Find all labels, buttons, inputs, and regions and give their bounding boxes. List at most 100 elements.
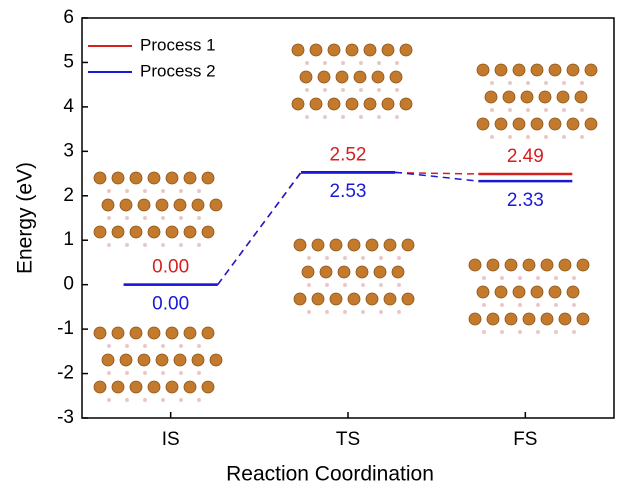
atom bbox=[311, 292, 325, 306]
small-atom bbox=[325, 283, 329, 287]
small-atom bbox=[572, 330, 576, 334]
atom bbox=[93, 380, 107, 394]
small-atom bbox=[395, 88, 399, 92]
atom bbox=[530, 285, 544, 299]
atom bbox=[165, 171, 179, 185]
atom bbox=[137, 198, 151, 212]
atom bbox=[147, 171, 161, 185]
atom bbox=[530, 117, 544, 131]
small-atom bbox=[526, 108, 530, 112]
small-atom bbox=[197, 189, 201, 193]
atom bbox=[540, 312, 554, 326]
connector bbox=[217, 171, 302, 286]
small-atom bbox=[343, 310, 347, 314]
y-axis-label: Energy (eV) bbox=[14, 162, 37, 274]
y-tick-label: 0 bbox=[63, 274, 74, 295]
y-tick-label: 4 bbox=[63, 96, 74, 117]
atom bbox=[327, 97, 341, 111]
value-label: 0.00 bbox=[152, 257, 189, 278]
atom bbox=[155, 198, 169, 212]
atom bbox=[345, 43, 359, 57]
atom bbox=[183, 171, 197, 185]
connector bbox=[394, 171, 479, 175]
small-atom bbox=[562, 135, 566, 139]
atom bbox=[329, 292, 343, 306]
atom bbox=[129, 225, 143, 239]
small-atom bbox=[197, 243, 201, 247]
small-atom bbox=[341, 61, 345, 65]
small-atom bbox=[361, 283, 365, 287]
atom bbox=[111, 326, 125, 340]
small-atom bbox=[377, 88, 381, 92]
atom bbox=[301, 265, 315, 279]
small-atom bbox=[544, 135, 548, 139]
atom bbox=[201, 380, 215, 394]
small-atom bbox=[107, 371, 111, 375]
small-atom bbox=[307, 283, 311, 287]
small-atom bbox=[125, 371, 129, 375]
small-atom bbox=[143, 243, 147, 247]
atom bbox=[566, 285, 580, 299]
small-atom bbox=[107, 189, 111, 193]
atom bbox=[111, 171, 125, 185]
small-atom bbox=[377, 115, 381, 119]
small-atom bbox=[197, 216, 201, 220]
atom bbox=[484, 90, 498, 104]
atom bbox=[173, 198, 187, 212]
small-atom bbox=[325, 256, 329, 260]
atom bbox=[538, 90, 552, 104]
small-atom bbox=[179, 216, 183, 220]
small-atom bbox=[482, 303, 486, 307]
small-atom bbox=[482, 276, 486, 280]
atom bbox=[548, 117, 562, 131]
small-atom bbox=[179, 243, 183, 247]
small-atom bbox=[179, 371, 183, 375]
small-atom bbox=[125, 398, 129, 402]
small-atom bbox=[161, 189, 165, 193]
y-tick-label: -3 bbox=[57, 407, 74, 428]
atom bbox=[576, 312, 590, 326]
small-atom bbox=[554, 276, 558, 280]
atom bbox=[183, 326, 197, 340]
small-atom bbox=[125, 344, 129, 348]
atom bbox=[293, 292, 307, 306]
small-atom bbox=[341, 88, 345, 92]
atom bbox=[556, 90, 570, 104]
small-atom bbox=[361, 310, 365, 314]
atom bbox=[468, 312, 482, 326]
atom bbox=[309, 97, 323, 111]
atom bbox=[566, 63, 580, 77]
atom bbox=[201, 225, 215, 239]
atom bbox=[111, 380, 125, 394]
atom bbox=[584, 63, 598, 77]
atom bbox=[93, 225, 107, 239]
small-atom bbox=[179, 344, 183, 348]
y-tick-label: -2 bbox=[57, 363, 74, 384]
atom bbox=[558, 258, 572, 272]
atom bbox=[512, 285, 526, 299]
value-label: 2.53 bbox=[330, 181, 367, 202]
atom bbox=[165, 326, 179, 340]
atom bbox=[574, 90, 588, 104]
atom bbox=[522, 312, 536, 326]
small-atom bbox=[179, 189, 183, 193]
small-atom bbox=[518, 303, 522, 307]
atom bbox=[155, 353, 169, 367]
atom bbox=[293, 238, 307, 252]
small-atom bbox=[161, 344, 165, 348]
atom bbox=[101, 198, 115, 212]
small-atom bbox=[341, 115, 345, 119]
atom bbox=[183, 225, 197, 239]
atom bbox=[522, 258, 536, 272]
small-atom bbox=[397, 256, 401, 260]
legend-label: Process 2 bbox=[140, 61, 216, 80]
atom bbox=[147, 326, 161, 340]
y-tick-label: 2 bbox=[63, 185, 74, 206]
atom bbox=[309, 43, 323, 57]
small-atom bbox=[508, 135, 512, 139]
atom bbox=[191, 198, 205, 212]
atom bbox=[399, 97, 413, 111]
atom bbox=[353, 70, 367, 84]
small-atom bbox=[397, 310, 401, 314]
